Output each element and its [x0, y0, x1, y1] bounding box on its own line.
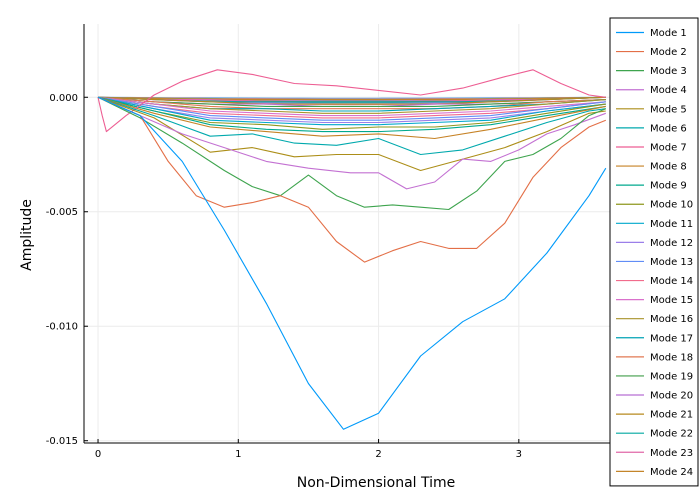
legend-label: Mode 2 — [650, 47, 687, 58]
series-line-mode-13 — [97, 96, 606, 121]
series-line-mode-14 — [97, 96, 606, 119]
legend-label: Mode 12 — [650, 238, 693, 249]
legend-label: Mode 21 — [650, 410, 693, 421]
series-line-mode-19 — [97, 96, 606, 107]
series-line-mode-2 — [97, 96, 607, 263]
y-tick-label: 0.000 — [49, 93, 78, 104]
legend-label: Mode 17 — [650, 333, 693, 344]
legend-label: Mode 3 — [650, 66, 687, 77]
series-line-mode-24 — [97, 96, 606, 101]
legend-label: Mode 6 — [650, 123, 687, 134]
x-tick-label: 1 — [235, 449, 241, 460]
series-line-mode-5 — [97, 96, 606, 172]
legend-label: Mode 13 — [650, 257, 693, 268]
legend: Mode 1 Mode 2 Mode 3 Mode 4 Mode 5 Mode 6 Mode… — [609, 17, 699, 487]
series-line-mode-1 — [97, 96, 607, 430]
legend-label: Mode 8 — [650, 162, 687, 173]
series-line-mode-15 — [97, 96, 606, 117]
legend-label: Mode 9 — [650, 181, 687, 192]
legend-label: Mode 10 — [650, 200, 693, 211]
axes — [83, 24, 610, 444]
legend-label: Mode 18 — [650, 352, 693, 363]
series-line-mode-4 — [97, 96, 606, 190]
y-axis-label: Amplitude — [19, 199, 35, 271]
series-line-mode-7 — [97, 69, 606, 133]
legend-label: Mode 20 — [650, 391, 693, 402]
y-tick-label: -0.005 — [46, 207, 78, 218]
series-line-mode-6 — [97, 96, 606, 156]
tick-labels: 0 1 2 3 0.000 -0.005 -0.010 -0.015 — [46, 93, 522, 460]
series-line-mode-9 — [97, 96, 606, 133]
y-tick-label: -0.015 — [46, 436, 78, 447]
series-line-mode-18 — [97, 96, 606, 110]
legend-label: Mode 11 — [650, 219, 693, 230]
series-line-mode-16 — [97, 96, 606, 114]
legend-label: Mode 16 — [650, 314, 693, 325]
x-tick-label: 3 — [516, 449, 522, 460]
legend-label: Mode 24 — [650, 467, 693, 478]
x-tick-label: 0 — [95, 449, 101, 460]
legend-label: Mode 7 — [650, 142, 687, 153]
legend-label: Mode 14 — [650, 276, 693, 287]
legend-label: Mode 5 — [650, 104, 687, 115]
series-line-mode-8 — [97, 96, 606, 140]
x-tick-label: 2 — [375, 449, 381, 460]
series-line-mode-10 — [97, 96, 606, 130]
series-line-mode-21 — [97, 96, 606, 105]
series-line-mode-12 — [97, 96, 606, 124]
x-axis-label: Non-Dimensional Time — [297, 475, 456, 491]
series-lines — [97, 69, 607, 430]
legend-label: Mode 15 — [650, 295, 693, 306]
legend-label: Mode 23 — [650, 448, 693, 459]
legend-label: Mode 4 — [650, 85, 687, 96]
legend-box — [609, 17, 699, 487]
legend-label: Mode 22 — [650, 429, 693, 440]
series-line-mode-3 — [97, 96, 607, 211]
legend-label: Mode 1 — [650, 28, 687, 39]
y-tick-label: -0.010 — [46, 322, 78, 333]
series-line-mode-11 — [97, 96, 606, 126]
legend-label: Mode 19 — [650, 371, 693, 382]
